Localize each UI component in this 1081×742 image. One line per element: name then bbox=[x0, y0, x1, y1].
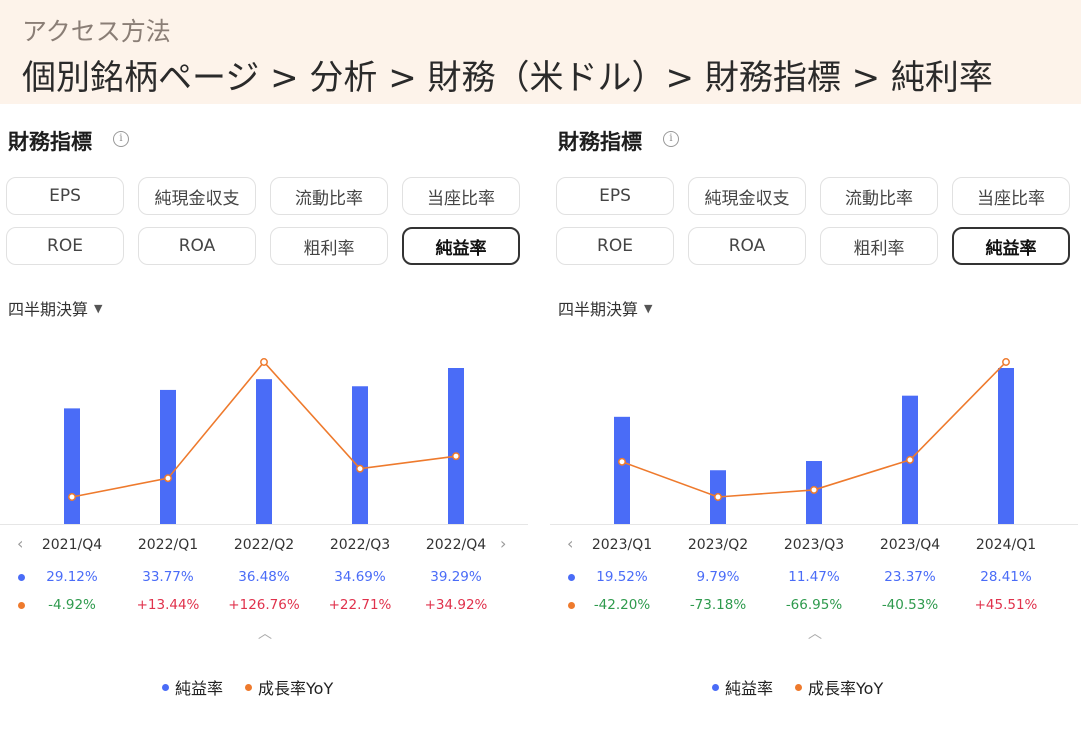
x-tick-label: 2021/Q4 bbox=[41, 537, 103, 553]
tab-gross-margin[interactable]: 粗利率 bbox=[820, 227, 938, 265]
tab-quick-ratio[interactable]: 当座比率 bbox=[402, 177, 520, 215]
growth-point bbox=[452, 452, 460, 461]
period-label: 四半期決算 bbox=[558, 300, 639, 319]
combo-chart bbox=[550, 358, 1078, 525]
legend-growth-dot bbox=[245, 683, 253, 691]
legend: 純益率 成長率YoY bbox=[162, 675, 333, 699]
period-dropdown[interactable]: 四半期決算 ▼ bbox=[558, 296, 652, 320]
growth-point bbox=[68, 493, 76, 501]
growth-value: -4.92% bbox=[48, 597, 96, 613]
x-tick-label: 2024/Q1 bbox=[975, 537, 1037, 553]
chevron-up-icon[interactable]: ︿ bbox=[258, 626, 272, 642]
growth-value: -66.95% bbox=[785, 597, 843, 613]
tab-net-margin[interactable]: 純益率 bbox=[402, 227, 520, 265]
navigation-path: 個別銘柄ページ > 分析 > 財務（米ドル）> 財務指標 > 純利率 bbox=[22, 58, 993, 98]
prev-arrow-icon[interactable]: ‹ bbox=[17, 534, 24, 553]
x-tick-label: 2022/Q2 bbox=[233, 537, 295, 553]
period-dropdown[interactable]: 四半期決算 ▼ bbox=[8, 296, 102, 320]
margin-value: 36.48% bbox=[238, 569, 290, 585]
panel-left: 財務指標 i EPS 純現金収支 流動比率 当座比率 ROE ROA 粗利率 純… bbox=[0, 104, 528, 742]
header-banner: アクセス方法 個別銘柄ページ > 分析 > 財務（米ドル）> 財務指標 > 純利… bbox=[0, 0, 1081, 104]
legend-margin-dot bbox=[712, 683, 719, 691]
growth-value: +126.76% bbox=[228, 597, 300, 613]
margin-bar bbox=[160, 389, 176, 524]
chevron-up-icon[interactable]: ︿ bbox=[808, 626, 822, 642]
margin-value: 29.12% bbox=[46, 569, 98, 585]
panel-right: 財務指標 i EPS 純現金収支 流動比率 当座比率 ROE ROA 粗利率 純… bbox=[550, 104, 1078, 742]
legend-growth-label: 成長率YoY bbox=[258, 679, 334, 698]
margin-value: 28.41% bbox=[980, 569, 1032, 585]
tab-current-ratio[interactable]: 流動比率 bbox=[820, 177, 938, 215]
info-icon[interactable]: i bbox=[113, 131, 129, 147]
x-tick-label: 2022/Q3 bbox=[329, 537, 391, 553]
x-tick-label: 2022/Q1 bbox=[137, 537, 199, 553]
tab-roe[interactable]: ROE bbox=[6, 227, 124, 265]
legend-margin-label: 純益率 bbox=[175, 679, 224, 698]
growth-point bbox=[164, 474, 172, 483]
access-subtitle: アクセス方法 bbox=[22, 17, 171, 46]
x-tick-label: 2022/Q4 bbox=[425, 537, 487, 553]
caret-down-icon: ▼ bbox=[644, 301, 653, 315]
growth-point bbox=[356, 464, 364, 473]
margin-value: 33.77% bbox=[142, 569, 194, 585]
section-title: 財務指標 bbox=[558, 130, 642, 154]
info-icon[interactable]: i bbox=[663, 131, 679, 147]
section-title: 財務指標 bbox=[8, 130, 92, 154]
growth-row-dot bbox=[568, 602, 575, 609]
margin-value: 23.37% bbox=[884, 569, 936, 585]
tab-gross-margin[interactable]: 粗利率 bbox=[270, 227, 388, 265]
legend-margin-label: 純益率 bbox=[725, 679, 774, 698]
tab-net-cash-flow[interactable]: 純現金収支 bbox=[688, 177, 806, 215]
legend-margin-dot bbox=[162, 683, 169, 691]
tab-eps[interactable]: EPS bbox=[6, 177, 124, 215]
period-label: 四半期決算 bbox=[8, 300, 89, 319]
margin-row-dot bbox=[568, 574, 575, 581]
margin-bar bbox=[64, 408, 80, 524]
margin-value: 19.52% bbox=[596, 569, 648, 585]
tab-roe[interactable]: ROE bbox=[556, 227, 674, 265]
margin-bar bbox=[614, 416, 630, 524]
growth-point bbox=[810, 485, 818, 494]
legend-growth-label: 成長率YoY bbox=[808, 679, 884, 698]
margin-row-dot bbox=[18, 574, 25, 581]
margin-bar bbox=[352, 386, 368, 524]
x-tick-label: 2023/Q2 bbox=[687, 537, 749, 553]
growth-row-dot bbox=[18, 602, 25, 609]
combo-chart bbox=[0, 358, 528, 525]
prev-arrow-icon[interactable]: ‹ bbox=[567, 534, 574, 553]
x-tick-label: 2023/Q3 bbox=[783, 537, 845, 553]
growth-point bbox=[714, 493, 722, 501]
growth-value: -73.18% bbox=[689, 597, 747, 613]
growth-point bbox=[906, 455, 914, 464]
growth-value: +13.44% bbox=[136, 597, 200, 613]
tab-eps[interactable]: EPS bbox=[556, 177, 674, 215]
next-arrow-icon[interactable]: › bbox=[500, 534, 507, 553]
growth-value: -42.20% bbox=[593, 597, 651, 613]
margin-bar bbox=[448, 368, 464, 524]
tab-net-margin[interactable]: 純益率 bbox=[952, 227, 1070, 265]
tab-roa[interactable]: ROA bbox=[688, 227, 806, 265]
legend: 純益率 成長率YoY bbox=[712, 675, 883, 699]
margin-bar bbox=[256, 379, 272, 524]
margin-value: 34.69% bbox=[334, 569, 386, 585]
margin-bar bbox=[998, 368, 1014, 524]
margin-value: 39.29% bbox=[430, 569, 482, 585]
tab-quick-ratio[interactable]: 当座比率 bbox=[952, 177, 1070, 215]
growth-point bbox=[260, 358, 268, 366]
tab-net-cash-flow[interactable]: 純現金収支 bbox=[138, 177, 256, 215]
growth-point bbox=[618, 457, 626, 466]
margin-value: 11.47% bbox=[788, 569, 840, 585]
x-tick-label: 2023/Q1 bbox=[591, 537, 653, 553]
margin-value: 9.79% bbox=[696, 569, 740, 585]
tab-current-ratio[interactable]: 流動比率 bbox=[270, 177, 388, 215]
tab-roa[interactable]: ROA bbox=[138, 227, 256, 265]
legend-growth-dot bbox=[795, 683, 803, 691]
x-tick-label: 2023/Q4 bbox=[879, 537, 941, 553]
growth-value: -40.53% bbox=[881, 597, 939, 613]
growth-value: +34.92% bbox=[424, 597, 488, 613]
growth-value: +22.71% bbox=[328, 597, 392, 613]
growth-value: +45.51% bbox=[974, 597, 1038, 613]
caret-down-icon: ▼ bbox=[94, 301, 103, 315]
growth-point bbox=[1002, 358, 1010, 366]
